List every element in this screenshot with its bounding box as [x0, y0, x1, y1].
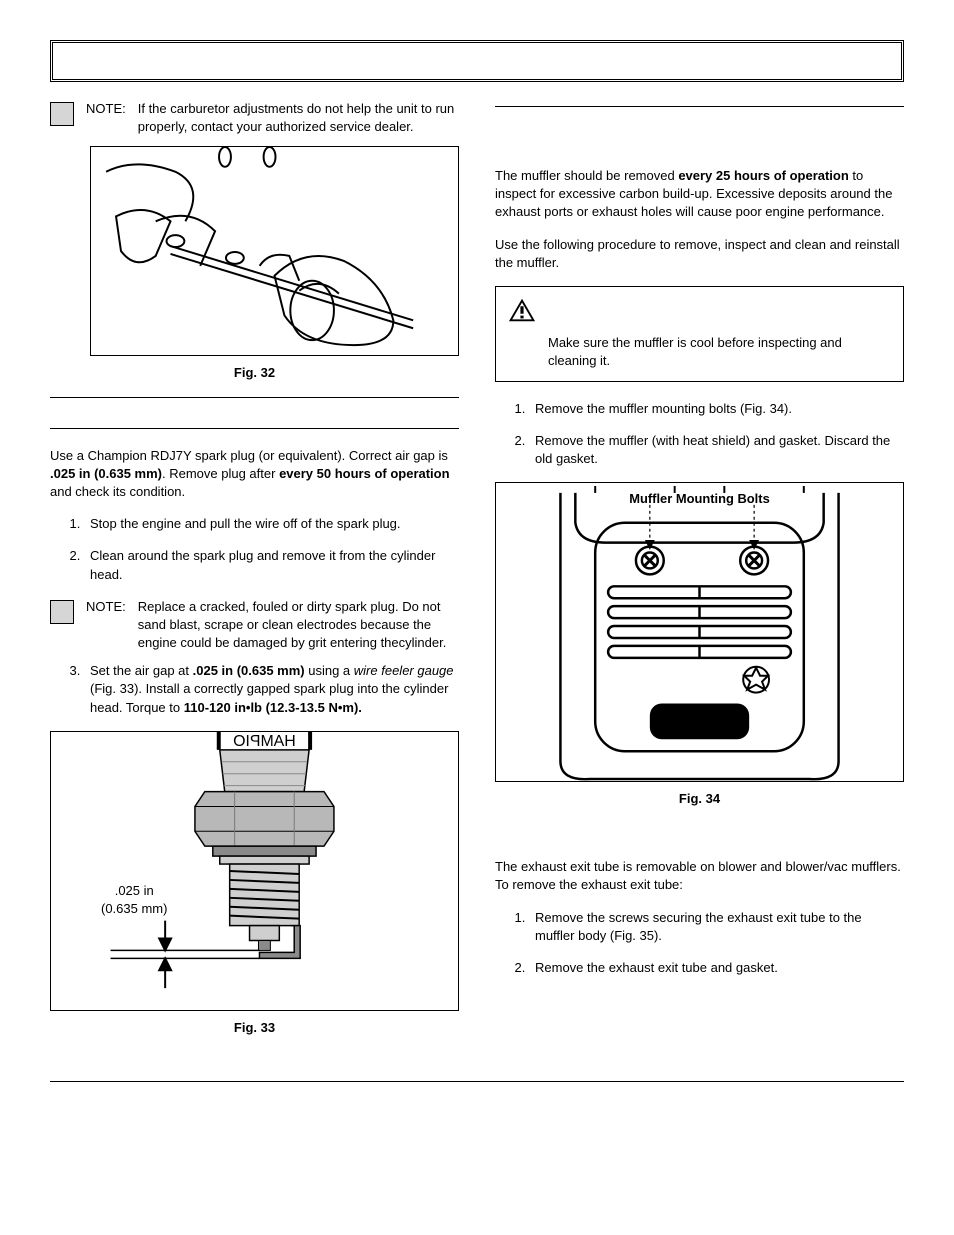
spec-hours: every 50 hours of operation [279, 466, 450, 481]
header-title-box [50, 40, 904, 82]
fig33-sparkplug-illustration: HAMPIO [51, 732, 458, 1010]
note-label: NOTE: [86, 100, 126, 136]
muffler-step-1: Remove the muffler mounting bolts (Fig. … [529, 400, 904, 418]
section-divider [495, 106, 904, 107]
note-label: NOTE: [86, 598, 126, 653]
text: Use a Champion RDJ7Y spark plug (or equi… [50, 448, 448, 463]
section-divider [50, 428, 459, 429]
exhaust-steps: Remove the screws securing the exhaust e… [495, 909, 904, 978]
step-3: Set the air gap at .025 in (0.635 mm) us… [84, 662, 459, 717]
fig34-label: Muffler Mounting Bolts [629, 491, 770, 506]
fig33-gap-label: .025 in (0.635 mm) [101, 882, 167, 918]
gap-inches: .025 in [115, 883, 154, 898]
sparkplug-step-3: Set the air gap at .025 in (0.635 mm) us… [50, 662, 459, 717]
spec-gap: .025 in (0.635 mm) [50, 466, 162, 481]
fig33-caption: Fig. 33 [50, 1019, 459, 1037]
note-sparkplug-replace: NOTE: Replace a cracked, fouled or dirty… [50, 598, 459, 653]
step-1: Stop the engine and pull the wire off of… [84, 515, 459, 533]
fig34-muffler-illustration: Muffler Mounting Bolts [496, 483, 903, 781]
exhaust-step-1: Remove the screws securing the exhaust e… [529, 909, 904, 945]
spec-interval: every 25 hours of operation [678, 168, 849, 183]
muffler-step-2: Remove the muffler (with heat shield) an… [529, 432, 904, 468]
sparkplug-intro: Use a Champion RDJ7Y spark plug (or equi… [50, 447, 459, 502]
step-2: Clean around the spark plug and remove i… [84, 547, 459, 583]
right-column: The muffler should be removed every 25 h… [495, 100, 904, 1051]
fig34-caption: Fig. 34 [495, 790, 904, 808]
gap-mm: (0.635 mm) [101, 901, 167, 916]
spec-gap: .025 in (0.635 mm) [193, 663, 305, 678]
two-column-layout: NOTE: If the carburetor adjustments do n… [50, 100, 904, 1051]
footer-divider [50, 1081, 904, 1082]
muffler-intro-2: Use the following procedure to remove, i… [495, 236, 904, 272]
fig32-illustration [91, 147, 458, 355]
note-carburetor: NOTE: If the carburetor adjustments do n… [50, 100, 459, 136]
spec-torque: 110-120 in•lb (12.3-13.5 N•m). [184, 700, 362, 715]
muffler-intro-1: The muffler should be removed every 25 h… [495, 167, 904, 222]
text: and check its condition. [50, 484, 185, 499]
brand-text: HAMPIO [233, 733, 296, 750]
sparkplug-steps-1-2: Stop the engine and pull the wire off of… [50, 515, 459, 584]
warning-text: Make sure the muffler is cool before ins… [508, 334, 891, 370]
warning-icon [508, 297, 536, 323]
note-body: If the carburetor adjustments do not hel… [138, 100, 459, 136]
exhaust-step-2: Remove the exhaust exit tube and gasket. [529, 959, 904, 977]
left-column: NOTE: If the carburetor adjustments do n… [50, 100, 459, 1051]
note-icon [50, 102, 74, 126]
fig32-caption: Fig. 32 [50, 364, 459, 382]
figure-33: .025 in (0.635 mm) HAMPIO [50, 731, 459, 1011]
note-icon [50, 600, 74, 624]
muffler-removal-steps: Remove the muffler mounting bolts (Fig. … [495, 400, 904, 469]
text: . Remove plug after [162, 466, 279, 481]
section-divider [50, 397, 459, 398]
tool-name: wire feeler gauge [354, 663, 454, 678]
warning-muffler-cool: Make sure the muffler is cool before ins… [495, 286, 904, 382]
figure-34: Muffler Mounting Bolts [495, 482, 904, 782]
exhaust-intro: The exhaust exit tube is removable on bl… [495, 858, 904, 894]
text: using a [305, 663, 354, 678]
text: Set the air gap at [90, 663, 193, 678]
figure-32 [90, 146, 459, 356]
text: The muffler should be removed [495, 168, 678, 183]
note-body: Replace a cracked, fouled or dirty spark… [138, 598, 459, 653]
